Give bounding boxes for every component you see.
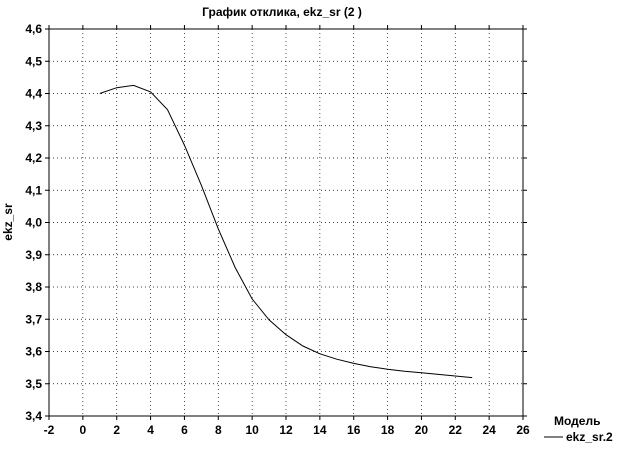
y-tick-label: 4,3: [25, 119, 42, 133]
series-line-ekz-sr-2: [99, 84, 473, 379]
x-tick-label: 6: [181, 423, 188, 437]
x-tick-label: 2: [113, 423, 120, 437]
series-layer: [99, 84, 473, 379]
legend-entry-ekz-sr-2: ekz_sr.2: [566, 430, 613, 444]
chart-title: График отклика, ekz_sr (2 ): [202, 5, 362, 19]
x-tick-label: 8: [215, 423, 222, 437]
y-tick-label: 4,4: [25, 87, 42, 101]
x-tick-label: 16: [347, 423, 361, 437]
y-tick-label: 3,9: [25, 248, 42, 262]
y-tick-label: 4,1: [25, 183, 42, 197]
y-tick-label: 4,6: [25, 22, 42, 36]
axis-ticks: [45, 25, 527, 420]
x-tick-label: 22: [449, 423, 463, 437]
x-tick-label: 18: [381, 423, 395, 437]
x-tick-label: 26: [516, 423, 530, 437]
y-tick-label: 3,4: [25, 409, 42, 423]
y-tick-label: 3,8: [25, 280, 42, 294]
x-tick-label: 12: [279, 423, 293, 437]
x-tick-label: 14: [313, 423, 327, 437]
x-tick-label: 24: [482, 423, 496, 437]
y-axis-label: ekz_sr: [1, 203, 15, 241]
x-tick-label: 0: [80, 423, 87, 437]
y-tick-label: 4,0: [25, 216, 42, 230]
legend: Модель ekz_sr.2: [544, 414, 613, 444]
y-tick-label: 4,2: [25, 151, 42, 165]
x-tick-label: 20: [415, 423, 429, 437]
x-tick-label: 10: [245, 423, 259, 437]
y-tick-label: 4,5: [25, 54, 42, 68]
y-tick-label: 3,5: [25, 377, 42, 391]
x-axis-tick-labels: -2 0 2 4 6 8 10 12 14 16 18 20 22 24 26: [44, 423, 530, 437]
grid: [49, 29, 523, 416]
y-axis-tick-labels: 3,4 3,5 3,6 3,7 3,8 3,9 4,0 4,1 4,2 4,3 4,4 4,5 4,6: [25, 22, 42, 423]
legend-title: Модель: [554, 414, 600, 428]
y-tick-label: 3,6: [25, 345, 42, 359]
x-tick-label: 4: [147, 423, 154, 437]
y-tick-label: 3,7: [25, 312, 42, 326]
x-tick-label: -2: [44, 423, 55, 437]
